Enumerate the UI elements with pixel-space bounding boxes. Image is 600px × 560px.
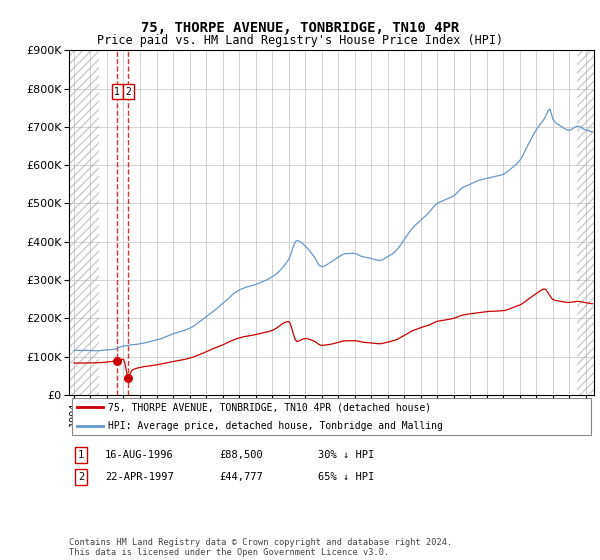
Text: 16-AUG-1996: 16-AUG-1996: [105, 450, 174, 460]
Text: £88,500: £88,500: [219, 450, 263, 460]
Text: 75, THORPE AVENUE, TONBRIDGE, TN10 4PR (detached house): 75, THORPE AVENUE, TONBRIDGE, TN10 4PR (…: [109, 403, 431, 412]
Text: 30% ↓ HPI: 30% ↓ HPI: [318, 450, 374, 460]
Point: [112, 357, 122, 366]
Text: 75, THORPE AVENUE, TONBRIDGE, TN10 4PR: 75, THORPE AVENUE, TONBRIDGE, TN10 4PR: [141, 21, 459, 35]
Text: 22-APR-1997: 22-APR-1997: [105, 472, 174, 482]
Text: £44,777: £44,777: [219, 472, 263, 482]
Text: 2: 2: [78, 472, 84, 482]
Text: Contains HM Land Registry data © Crown copyright and database right 2024.
This d: Contains HM Land Registry data © Crown c…: [69, 538, 452, 557]
Point: [124, 373, 133, 382]
Text: 1: 1: [115, 87, 120, 97]
Bar: [69, 50, 99, 395]
FancyBboxPatch shape: [71, 398, 592, 435]
Text: 2: 2: [125, 87, 131, 97]
Text: 65% ↓ HPI: 65% ↓ HPI: [318, 472, 374, 482]
Text: Price paid vs. HM Land Registry's House Price Index (HPI): Price paid vs. HM Land Registry's House …: [97, 34, 503, 46]
Text: 1: 1: [78, 450, 84, 460]
Text: HPI: Average price, detached house, Tonbridge and Malling: HPI: Average price, detached house, Tonb…: [109, 421, 443, 431]
Bar: [577, 50, 594, 395]
